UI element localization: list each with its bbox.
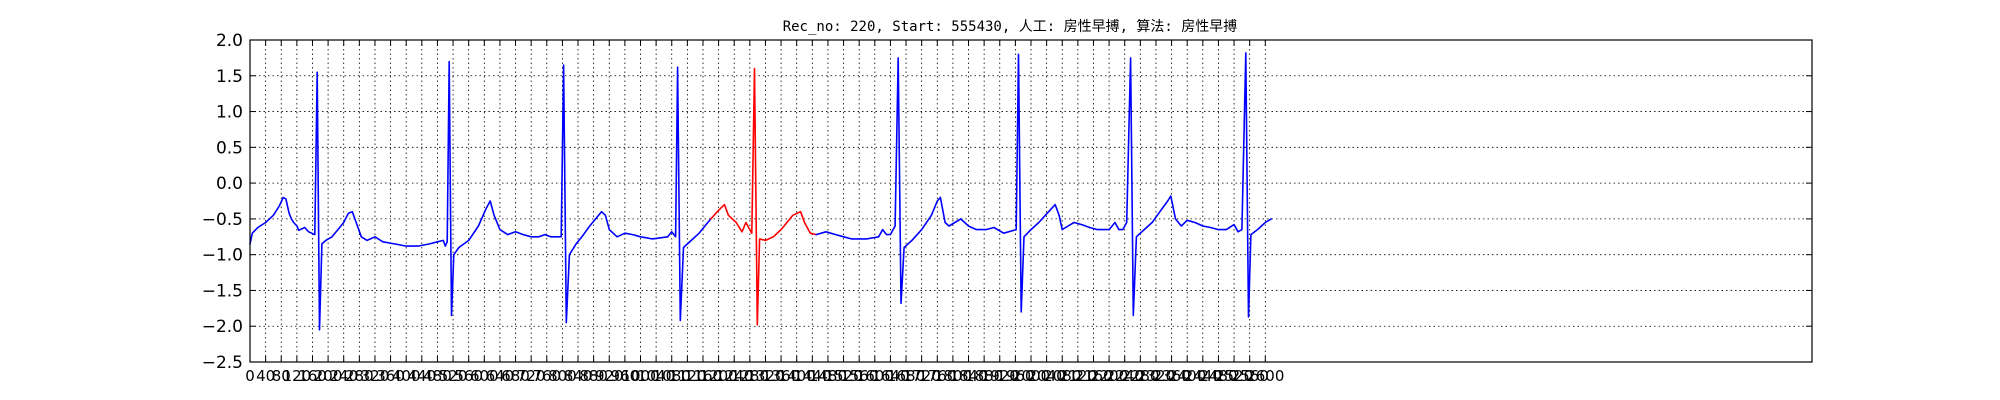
x-tick-label: 360 bbox=[376, 367, 405, 385]
y-tick-label: 0.0 bbox=[216, 174, 243, 194]
x-tick-label: 1880 bbox=[965, 367, 1003, 385]
y-tick-label: 0.5 bbox=[216, 138, 243, 158]
x-tick-label: 1440 bbox=[793, 367, 831, 385]
x-tick-label: 1320 bbox=[746, 367, 784, 385]
x-tick-label: 200 bbox=[314, 367, 343, 385]
x-tick-label: 400 bbox=[392, 367, 421, 385]
x-tick-label: 240 bbox=[329, 367, 358, 385]
x-tick-label: 160 bbox=[298, 367, 327, 385]
x-tick-label: 1400 bbox=[778, 367, 816, 385]
y-axis: 2.0 1.5 1.0 0.5 0.0 −0.5 −1.0 −1.5 −2.0 −2.5 bbox=[202, 31, 1812, 373]
x-tick-label: 2040 bbox=[1028, 367, 1066, 385]
x-tick-label: 1920 bbox=[981, 367, 1019, 385]
x-tick-label: 2600 bbox=[1246, 367, 1284, 385]
x-tick-label: 960 bbox=[611, 367, 640, 385]
x-tick-label: 1240 bbox=[715, 367, 753, 385]
y-tick-label: 2.0 bbox=[216, 31, 243, 51]
y-tick-label: 1.5 bbox=[216, 67, 243, 87]
x-tick-label: 560 bbox=[454, 367, 483, 385]
x-tick-label: 2000 bbox=[1012, 367, 1050, 385]
x-tick-label: 840 bbox=[564, 367, 593, 385]
x-tick-label: 1200 bbox=[700, 367, 738, 385]
x-tick-label: 2520 bbox=[1215, 367, 1253, 385]
x-tick-label: 120 bbox=[283, 367, 312, 385]
x-tick-label: 680 bbox=[501, 367, 530, 385]
x-tick-label: 2320 bbox=[1137, 367, 1175, 385]
x-tick-label: 1560 bbox=[840, 367, 878, 385]
x-tick-label: 720 bbox=[517, 367, 546, 385]
x-tick-label: 880 bbox=[579, 367, 608, 385]
x-tick-label: 760 bbox=[532, 367, 561, 385]
x-tick-label: 800 bbox=[548, 367, 577, 385]
x-tick-label: 1960 bbox=[996, 367, 1034, 385]
x-tick-label: 2440 bbox=[1184, 367, 1222, 385]
x-tick-label: 1720 bbox=[903, 367, 941, 385]
x-tick-label: 1760 bbox=[918, 367, 956, 385]
x-tick-label: 1600 bbox=[856, 367, 894, 385]
ecg-segment-1 bbox=[249, 60, 712, 331]
x-tick-label: 0 bbox=[245, 367, 255, 385]
x-tick-label: 2400 bbox=[1168, 367, 1206, 385]
x-tick-label: 2480 bbox=[1199, 367, 1237, 385]
x-tick-label: 440 bbox=[407, 367, 436, 385]
x-tick-label: 2160 bbox=[1074, 367, 1112, 385]
x-tick-label: 1360 bbox=[762, 367, 800, 385]
x-tick-label: 480 bbox=[423, 367, 452, 385]
x-tick-label: 2240 bbox=[1106, 367, 1144, 385]
x-tick-label: 600 bbox=[470, 367, 499, 385]
x-tick-label: 2280 bbox=[1121, 367, 1159, 385]
x-tick-label: 1000 bbox=[621, 367, 659, 385]
x-tick-label: 520 bbox=[439, 367, 468, 385]
x-tick-label: 2560 bbox=[1231, 367, 1269, 385]
ecg-trace bbox=[249, 52, 1272, 331]
ecg-segment-3 bbox=[815, 52, 1272, 318]
y-tick-label: −1.5 bbox=[202, 281, 243, 301]
x-tick-label: 2120 bbox=[1059, 367, 1097, 385]
x-tick-label: 1080 bbox=[653, 367, 691, 385]
x-tick-label: 1040 bbox=[637, 367, 675, 385]
y-tick-label: −2.5 bbox=[202, 353, 243, 373]
y-tick-label: 1.0 bbox=[216, 103, 243, 123]
y-tick-label: −0.5 bbox=[202, 210, 243, 230]
x-tick-label: 320 bbox=[361, 367, 390, 385]
x-tick-label: 1120 bbox=[668, 367, 706, 385]
x-tick-label: 1640 bbox=[871, 367, 909, 385]
x-tick-label: 80 bbox=[272, 367, 291, 385]
x-tick-label: 1800 bbox=[934, 367, 972, 385]
x-tick-label: 2200 bbox=[1090, 367, 1128, 385]
x-tick-label: 920 bbox=[595, 367, 624, 385]
x-tick-label: 1840 bbox=[949, 367, 987, 385]
ecg-segment-2 bbox=[710, 67, 817, 326]
x-axis: 0 408012016020024028032036040044048052056… bbox=[245, 40, 1284, 385]
x-tick-label: 2360 bbox=[1152, 367, 1190, 385]
x-tick-label: 280 bbox=[345, 367, 374, 385]
chart-title: Rec_no: 220, Start: 555430, 人工: 房性早搏, 算法… bbox=[783, 18, 1238, 35]
x-tick-label: 1160 bbox=[684, 367, 722, 385]
y-tick-label: −2.0 bbox=[202, 317, 243, 337]
x-tick-label: 40 bbox=[256, 367, 275, 385]
x-tick-label: 640 bbox=[486, 367, 515, 385]
x-tick-label: 2080 bbox=[1043, 367, 1081, 385]
x-tick-label: 1480 bbox=[809, 367, 847, 385]
y-tick-label: −1.0 bbox=[202, 246, 243, 266]
x-tick-label: 1520 bbox=[824, 367, 862, 385]
x-tick-label: 1280 bbox=[731, 367, 769, 385]
x-tick-label: 1680 bbox=[887, 367, 925, 385]
